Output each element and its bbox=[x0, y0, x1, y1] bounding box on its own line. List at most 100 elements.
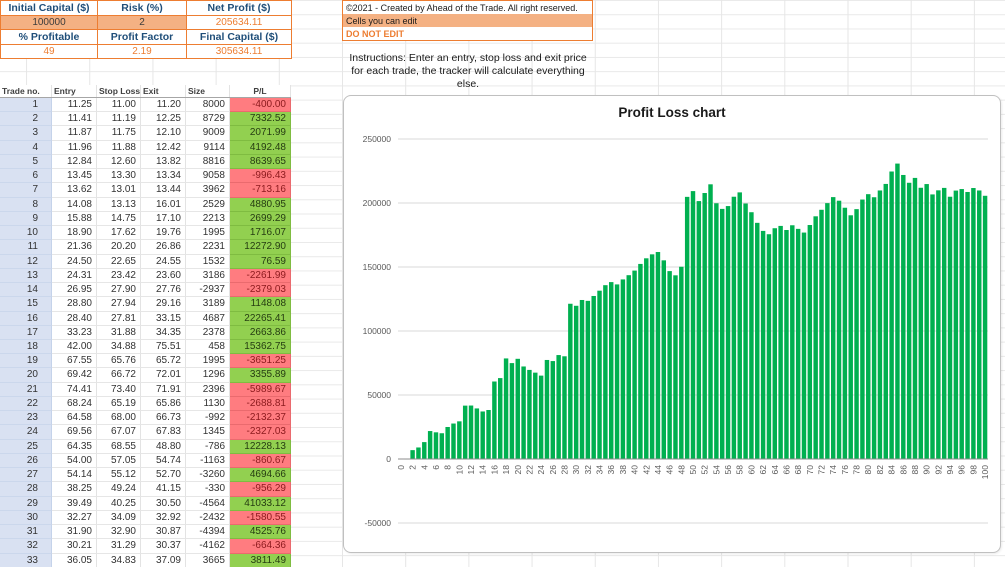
cell-size[interactable]: -992 bbox=[186, 411, 230, 426]
cell-pl[interactable]: -1580.55 bbox=[230, 510, 291, 526]
cell-pl[interactable]: -2132.37 bbox=[230, 411, 291, 426]
cell-exit[interactable]: 41.15 bbox=[141, 482, 186, 497]
cell-trade-no[interactable]: 33 bbox=[0, 553, 52, 567]
cell-trade-no[interactable]: 12 bbox=[0, 254, 52, 269]
header-entry[interactable]: Entry bbox=[52, 85, 97, 97]
cell-trade-no[interactable]: 30 bbox=[0, 510, 52, 526]
header-pl[interactable]: P/L bbox=[230, 85, 291, 97]
cell-trade-no[interactable]: 1 bbox=[0, 98, 52, 113]
cell-stop-loss[interactable]: 22.65 bbox=[97, 254, 141, 269]
cell-exit[interactable]: 12.25 bbox=[141, 112, 186, 127]
cell-pl[interactable]: 4880.95 bbox=[230, 197, 291, 212]
cell-entry[interactable]: 30.21 bbox=[52, 539, 97, 554]
cell-stop-loss[interactable]: 13.01 bbox=[97, 183, 141, 198]
cell-trade-no[interactable]: 6 bbox=[0, 169, 52, 184]
cell-trade-no[interactable]: 28 bbox=[0, 482, 52, 497]
cell-trade-no[interactable]: 14 bbox=[0, 283, 52, 298]
cell-size[interactable]: 9114 bbox=[186, 140, 230, 155]
cell-pl[interactable]: 8639.65 bbox=[230, 154, 291, 170]
cell-stop-loss[interactable]: 13.13 bbox=[97, 197, 141, 212]
cell-size[interactable]: -2432 bbox=[186, 510, 230, 526]
cell-trade-no[interactable]: 25 bbox=[0, 439, 52, 454]
cell-pl[interactable]: 15362.75 bbox=[230, 339, 291, 355]
cell-pl[interactable]: -2327.03 bbox=[230, 425, 291, 440]
cell-entry[interactable]: 24.31 bbox=[52, 268, 97, 284]
cell-stop-loss[interactable]: 23.42 bbox=[97, 268, 141, 284]
cell-size[interactable]: 1345 bbox=[186, 425, 230, 440]
cell-stop-loss[interactable]: 68.00 bbox=[97, 411, 141, 426]
cell-trade-no[interactable]: 7 bbox=[0, 183, 52, 198]
cell-trade-no[interactable]: 22 bbox=[0, 396, 52, 412]
cell-pl[interactable]: -5989.67 bbox=[230, 382, 291, 397]
cell-size[interactable]: 4687 bbox=[186, 311, 230, 326]
initial-capital-cell[interactable]: 100000 bbox=[1, 16, 98, 30]
cell-stop-loss[interactable]: 14.75 bbox=[97, 211, 141, 227]
cell-stop-loss[interactable]: 17.62 bbox=[97, 226, 141, 241]
cell-exit[interactable]: 24.55 bbox=[141, 254, 186, 269]
cell-size[interactable]: 2231 bbox=[186, 240, 230, 255]
cell-exit[interactable]: 75.51 bbox=[141, 339, 186, 355]
cell-trade-no[interactable]: 32 bbox=[0, 539, 52, 554]
cell-trade-no[interactable]: 21 bbox=[0, 382, 52, 397]
cell-pl[interactable]: 41033.12 bbox=[230, 496, 291, 511]
final-capital-header[interactable]: Final Capital ($) bbox=[187, 30, 292, 45]
cell-entry[interactable]: 68.24 bbox=[52, 396, 97, 412]
cell-pl[interactable]: 2071.99 bbox=[230, 126, 291, 141]
cell-exit[interactable]: 52.70 bbox=[141, 468, 186, 483]
cell-pl[interactable]: -996.43 bbox=[230, 169, 291, 184]
cell-stop-loss[interactable]: 27.81 bbox=[97, 311, 141, 326]
cell-exit[interactable]: 30.37 bbox=[141, 539, 186, 554]
cell-entry[interactable]: 36.05 bbox=[52, 553, 97, 567]
cell-stop-loss[interactable]: 31.29 bbox=[97, 539, 141, 554]
cell-exit[interactable]: 19.76 bbox=[141, 226, 186, 241]
cell-pl[interactable]: 22265.41 bbox=[230, 311, 291, 326]
cell-pl[interactable]: 2699.29 bbox=[230, 211, 291, 227]
cell-size[interactable]: 458 bbox=[186, 339, 230, 355]
cell-entry[interactable]: 28.40 bbox=[52, 311, 97, 326]
cell-exit[interactable]: 32.92 bbox=[141, 510, 186, 526]
cell-exit[interactable]: 13.82 bbox=[141, 154, 186, 170]
cell-entry[interactable]: 54.00 bbox=[52, 453, 97, 469]
cell-pl[interactable]: -400.00 bbox=[230, 98, 291, 113]
cell-pl[interactable]: -2261.99 bbox=[230, 268, 291, 284]
cell-stop-loss[interactable]: 11.19 bbox=[97, 112, 141, 127]
cell-stop-loss[interactable]: 40.25 bbox=[97, 496, 141, 511]
cell-trade-no[interactable]: 31 bbox=[0, 525, 52, 540]
initial-capital-header[interactable]: Initial Capital ($) bbox=[1, 1, 98, 16]
cell-stop-loss[interactable]: 34.88 bbox=[97, 339, 141, 355]
cell-exit[interactable]: 23.60 bbox=[141, 268, 186, 284]
cell-size[interactable]: -2937 bbox=[186, 283, 230, 298]
profit-loss-chart-panel[interactable]: -50000 0 50000 100000 150000 200000 250000 0 2 4 6… bbox=[343, 95, 1001, 553]
cell-stop-loss[interactable]: 57.05 bbox=[97, 453, 141, 469]
cell-trade-no[interactable]: 2 bbox=[0, 112, 52, 127]
cell-stop-loss[interactable]: 34.83 bbox=[97, 553, 141, 567]
risk-header[interactable]: Risk (%) bbox=[98, 1, 187, 16]
cell-size[interactable]: 3186 bbox=[186, 268, 230, 284]
cell-exit[interactable]: 13.44 bbox=[141, 183, 186, 198]
cell-entry[interactable]: 74.41 bbox=[52, 382, 97, 397]
cell-trade-no[interactable]: 15 bbox=[0, 297, 52, 312]
cell-entry[interactable]: 21.36 bbox=[52, 240, 97, 255]
header-trade-no[interactable]: Trade no. bbox=[0, 85, 52, 97]
cell-pl[interactable]: -2688.81 bbox=[230, 396, 291, 412]
cell-stop-loss[interactable]: 55.12 bbox=[97, 468, 141, 483]
cell-entry[interactable]: 26.95 bbox=[52, 283, 97, 298]
cell-exit[interactable]: 12.42 bbox=[141, 140, 186, 155]
cell-trade-no[interactable]: 24 bbox=[0, 425, 52, 440]
cell-stop-loss[interactable]: 68.55 bbox=[97, 439, 141, 454]
cell-trade-no[interactable]: 23 bbox=[0, 411, 52, 426]
cell-trade-no[interactable]: 9 bbox=[0, 211, 52, 227]
cell-entry[interactable]: 13.62 bbox=[52, 183, 97, 198]
cell-pl[interactable]: 1148.08 bbox=[230, 297, 291, 312]
cell-pl[interactable]: -664.36 bbox=[230, 539, 291, 554]
cell-stop-loss[interactable]: 27.90 bbox=[97, 283, 141, 298]
cell-exit[interactable]: 26.86 bbox=[141, 240, 186, 255]
cell-exit[interactable]: 72.01 bbox=[141, 368, 186, 383]
cell-trade-no[interactable]: 11 bbox=[0, 240, 52, 255]
cell-exit[interactable]: 29.16 bbox=[141, 297, 186, 312]
cell-entry[interactable]: 12.84 bbox=[52, 154, 97, 170]
cell-size[interactable]: 2378 bbox=[186, 325, 230, 340]
cell-size[interactable]: 2529 bbox=[186, 197, 230, 212]
net-profit-header[interactable]: Net Profit ($) bbox=[187, 1, 292, 16]
cell-pl[interactable]: -2379.03 bbox=[230, 283, 291, 298]
